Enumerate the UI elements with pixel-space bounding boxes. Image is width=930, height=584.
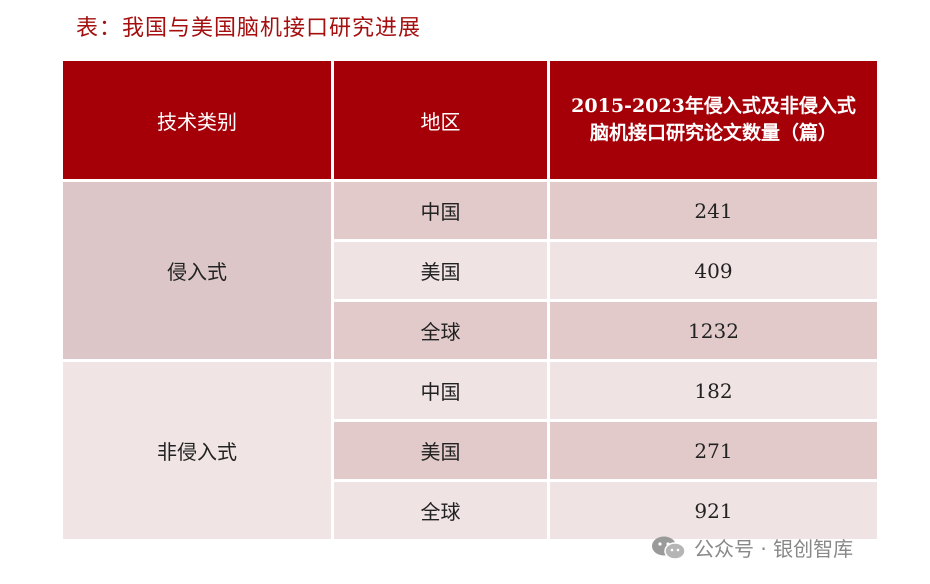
count-cell: 182: [550, 362, 877, 419]
region-cell: 美国: [334, 422, 547, 479]
table-row: 非侵入式 中国 182: [63, 362, 877, 539]
region-cell: 美国: [334, 242, 547, 299]
header-region: 地区: [334, 61, 547, 179]
count-cell: 271: [550, 422, 877, 479]
table-row: 美国 271: [63, 422, 877, 479]
research-table: 技术类别 地区 2015-2023年侵入式及非侵入式 脑机接口研究论文数量（篇）…: [60, 58, 880, 542]
header-tech-category: 技术类别: [63, 61, 331, 179]
region-cell: 全球: [334, 302, 547, 359]
region-cell: 全球: [334, 482, 547, 539]
count-cell: 241: [550, 182, 877, 239]
table-header-row: 技术类别 地区 2015-2023年侵入式及非侵入式 脑机接口研究论文数量（篇）: [63, 61, 877, 179]
table-row: 侵入式 中国 241: [63, 182, 877, 359]
count-cell: 409: [550, 242, 877, 299]
category-invasive: 侵入式: [63, 182, 331, 359]
region-cell: 中国: [334, 182, 547, 239]
watermark-text: 公众号 · 银创智库: [694, 537, 854, 561]
table-row: 全球 921: [63, 482, 877, 539]
count-cell: 1232: [550, 302, 877, 359]
count-cell: 921: [550, 482, 877, 539]
table-row: 全球 1232: [63, 302, 877, 359]
header-paper-count-line2: 脑机接口研究论文数量（篇）: [589, 122, 837, 144]
header-paper-count-line1: 2015-2023年侵入式及非侵入式: [571, 95, 856, 117]
wechat-icon: [652, 536, 686, 560]
table-row: 美国 409: [63, 242, 877, 299]
header-paper-count: 2015-2023年侵入式及非侵入式 脑机接口研究论文数量（篇）: [550, 61, 877, 179]
region-cell: 中国: [334, 362, 547, 419]
watermark: 公众号 · 银创智库: [650, 533, 853, 562]
category-noninvasive: 非侵入式: [63, 362, 331, 539]
page-title: 表：我国与美国脑机接口研究进展: [76, 16, 422, 41]
